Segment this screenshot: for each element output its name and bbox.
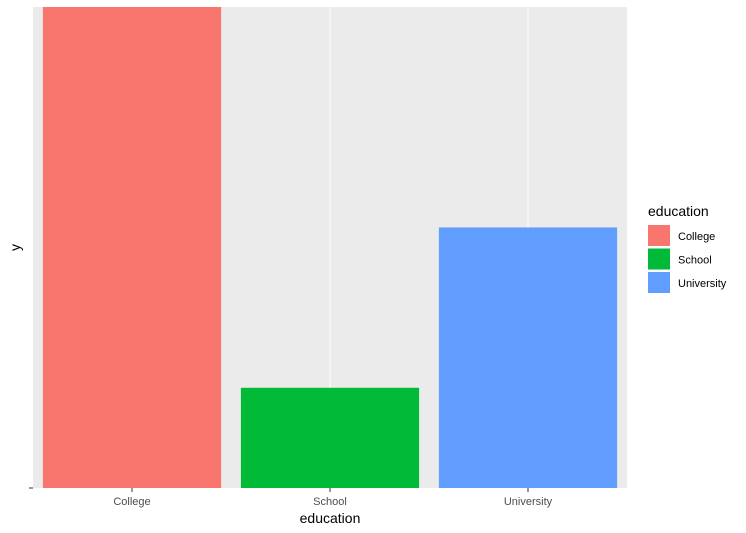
legend-label: University: [678, 278, 727, 290]
x-axis: College School University: [113, 488, 553, 508]
x-tick-label: University: [504, 496, 553, 508]
legend-label: School: [678, 255, 712, 267]
legend: education College School University: [648, 203, 727, 293]
legend-title: education: [648, 203, 709, 219]
bar-university: [438, 227, 618, 489]
legend-key-college: [648, 225, 670, 246]
bars: [42, 7, 618, 489]
bar-school: [240, 387, 420, 488]
legend-key-university: [648, 272, 670, 293]
legend-label: College: [678, 231, 715, 243]
y-axis-title: y: [7, 244, 23, 251]
x-tick-label: College: [113, 496, 150, 508]
bar-college: [42, 7, 222, 488]
x-axis-title: education: [300, 510, 361, 526]
x-tick-label: School: [313, 496, 347, 508]
legend-key-school: [648, 248, 670, 270]
